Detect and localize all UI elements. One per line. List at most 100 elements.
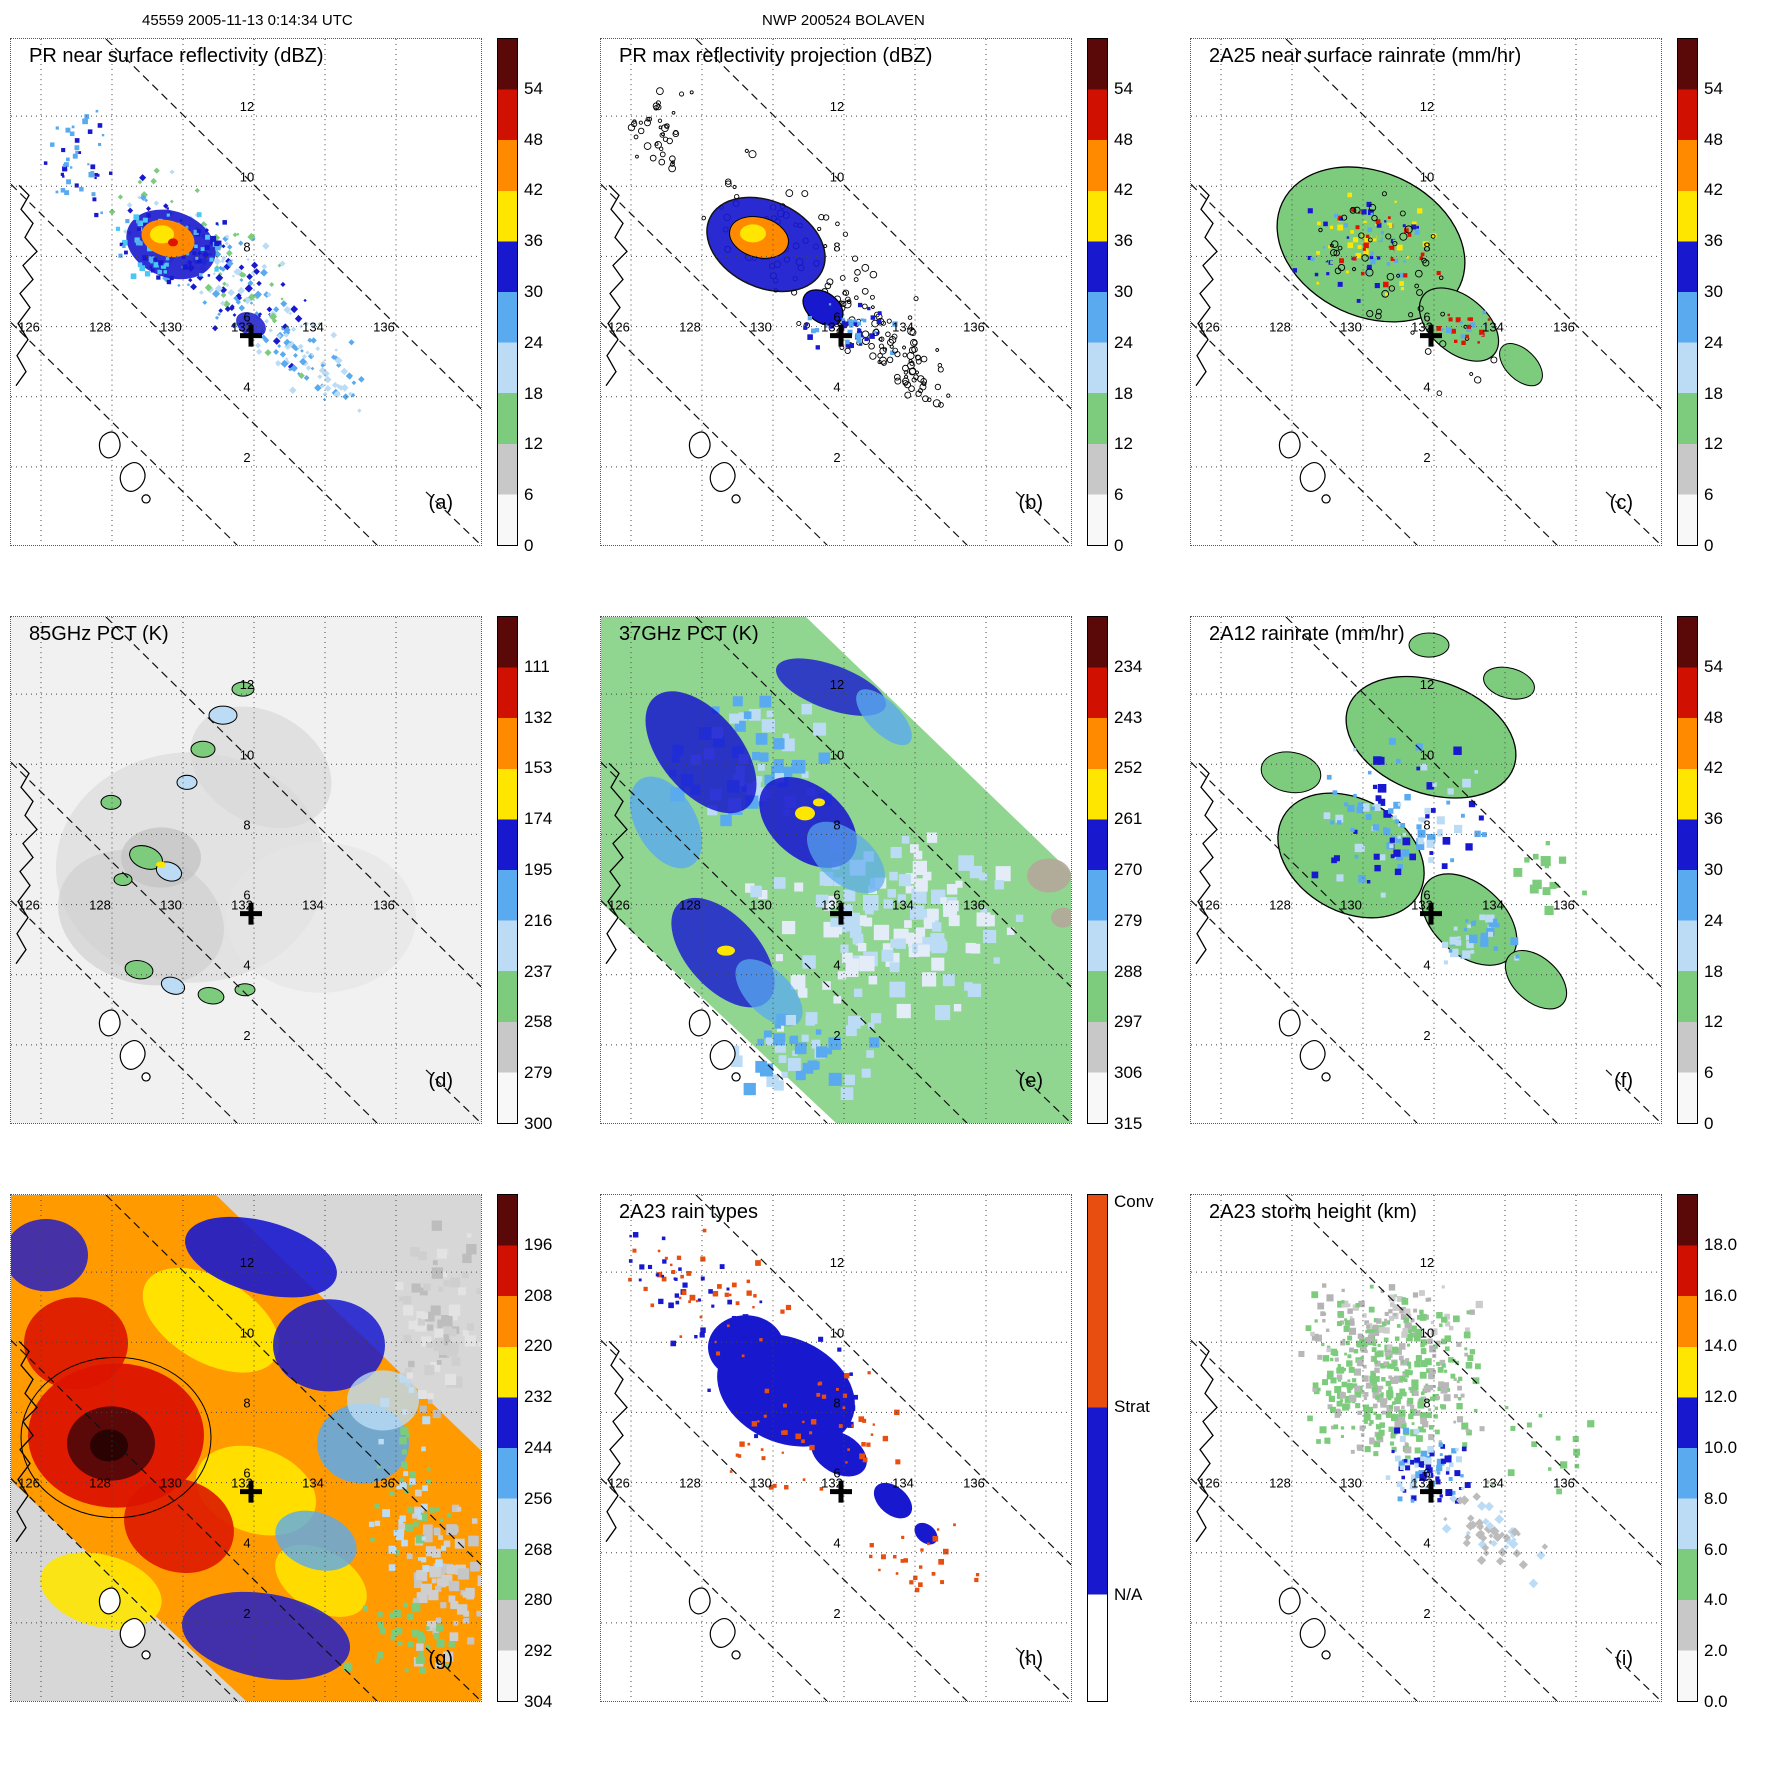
svg-text:12: 12 xyxy=(240,1255,254,1270)
svg-text:8: 8 xyxy=(833,239,840,254)
colorbar-tick: 48 xyxy=(1704,707,1723,727)
map-area-a: 126 128 130 132 134 136 12 10 8 6 4 2 PR near surfa… xyxy=(10,38,482,546)
svg-text:4: 4 xyxy=(833,380,840,395)
colorbar-ticks-e: 234 243 252 261 270 279 288 297 306 315 xyxy=(1114,616,1176,1133)
colorbar-tick: 36 xyxy=(1704,809,1723,829)
svg-text:130: 130 xyxy=(750,320,772,335)
colorbar-tick: 256 xyxy=(524,1488,553,1508)
colorbar-tick: 16.0 xyxy=(1704,1285,1738,1305)
svg-text:130: 130 xyxy=(750,1476,772,1491)
colorbar-tick: 315 xyxy=(1114,1114,1143,1133)
coastline xyxy=(15,184,151,504)
svg-text:8: 8 xyxy=(243,239,250,254)
lat-labels: 12 10 8 6 4 2 xyxy=(1420,1255,1434,1621)
svg-text:2: 2 xyxy=(243,450,250,465)
swath-edge-lines xyxy=(11,39,481,545)
colorbar-tick: 30 xyxy=(524,282,543,301)
colorbar-tick: 30 xyxy=(1704,282,1723,301)
colorbar-c xyxy=(1677,38,1698,546)
svg-text:128: 128 xyxy=(679,320,701,335)
colorbar-tick: 196 xyxy=(524,1234,553,1254)
swath-edge-lines xyxy=(1191,39,1661,545)
svg-text:132: 132 xyxy=(231,1476,253,1491)
colorbar-tick: 18 xyxy=(1704,961,1723,981)
svg-text:126: 126 xyxy=(18,1476,40,1491)
colorbar-tick: 270 xyxy=(1114,860,1143,879)
panel-letter: (e) xyxy=(1018,1070,1043,1092)
colorbar-tick: 153 xyxy=(524,758,553,778)
colorbar-tick: 54 xyxy=(1704,78,1723,98)
colorbar-tick: 42 xyxy=(1114,180,1133,200)
svg-text:126: 126 xyxy=(608,1476,630,1491)
lat-labels: 12 10 8 6 4 2 xyxy=(1420,99,1434,465)
svg-text:2: 2 xyxy=(833,450,840,465)
panel-c: 126 128 130 132 134 136 12 10 8 6 4 2 2A25 near sur… xyxy=(1180,36,1770,614)
colorbar-a xyxy=(497,38,518,546)
svg-text:136: 136 xyxy=(373,1476,395,1491)
storm-center-marker xyxy=(240,324,262,347)
svg-text:8: 8 xyxy=(243,817,250,832)
coastline xyxy=(605,184,741,504)
svg-text:128: 128 xyxy=(679,1476,701,1491)
svg-text:2: 2 xyxy=(243,1606,250,1621)
map-area-g: 126 128 130 132 134 136 12 10 8 6 4 2 (g) xyxy=(10,1194,482,1702)
svg-text:134: 134 xyxy=(892,898,914,913)
panel-e: 126 128 130 132 134 136 12 10 8 6 4 2 37GHz PCT (K)… xyxy=(590,614,1180,1192)
svg-text:6: 6 xyxy=(1423,1466,1430,1481)
svg-text:4: 4 xyxy=(1423,958,1430,973)
colorbar-ticks-f: 54 48 42 36 30 24 18 12 6 0 xyxy=(1704,616,1766,1133)
colorbar-i xyxy=(1677,1194,1698,1702)
map-grid xyxy=(601,1195,1071,1701)
svg-text:4: 4 xyxy=(833,1536,840,1551)
colorbar-tick: 0 xyxy=(1114,536,1124,555)
svg-text:4: 4 xyxy=(1423,1536,1430,1551)
lon-labels: 126 128 130 132 134 136 xyxy=(1198,1476,1575,1491)
svg-text:8: 8 xyxy=(833,1395,840,1410)
map-grid xyxy=(601,617,1071,1123)
svg-text:4: 4 xyxy=(243,958,250,973)
data-field xyxy=(11,1195,481,1701)
colorbar-tick: 243 xyxy=(1114,707,1143,727)
colorbar-tick: 6 xyxy=(1704,1063,1714,1083)
svg-text:12: 12 xyxy=(1420,1255,1434,1270)
svg-text:2: 2 xyxy=(833,1606,840,1621)
svg-text:10: 10 xyxy=(830,747,844,762)
lon-labels: 126 128 130 132 134 136 xyxy=(18,1476,395,1491)
svg-text:2: 2 xyxy=(1423,450,1430,465)
colorbar-tick: 36 xyxy=(1704,231,1723,251)
map-grid xyxy=(11,1195,481,1701)
storm-center-marker xyxy=(240,902,262,925)
panel-letter: (c) xyxy=(1609,492,1633,514)
svg-text:128: 128 xyxy=(1269,1476,1291,1491)
colorbar-tick: 42 xyxy=(1704,180,1723,200)
panel-grid: 126 128 130 132 134 136 12 10 8 6 4 2 PR near surfa… xyxy=(0,36,1771,1770)
svg-text:134: 134 xyxy=(302,320,324,335)
svg-text:6: 6 xyxy=(833,888,840,903)
colorbar-tick: 252 xyxy=(1114,758,1143,778)
colorbar-ticks-c: 54 48 42 36 30 24 18 12 6 0 xyxy=(1704,38,1766,555)
colorbar-tick: 48 xyxy=(524,129,543,149)
panel-letter: (g) xyxy=(428,1648,453,1670)
colorbar-tick: 8.0 xyxy=(1704,1488,1728,1508)
colorbar-g xyxy=(497,1194,518,1702)
colorbar-tick: 195 xyxy=(524,860,553,879)
colorbar-ticks-g: 196 208 220 232 244 256 268 280 292 304 xyxy=(524,1194,586,1711)
svg-text:136: 136 xyxy=(1553,1476,1575,1491)
colorbar-tick: 280 xyxy=(524,1590,553,1610)
data-field xyxy=(43,109,365,413)
coastline xyxy=(605,762,741,1082)
colorbar-tick: 36 xyxy=(1114,231,1133,251)
colorbar-tick: 24 xyxy=(1114,332,1133,352)
lon-labels: 126 128 130 132 134 136 xyxy=(1198,320,1575,335)
colorbar-tick: 208 xyxy=(524,1285,553,1305)
lat-labels: 12 10 8 6 4 2 xyxy=(240,677,254,1043)
colorbar-tick: 6 xyxy=(1704,485,1714,505)
svg-text:128: 128 xyxy=(1269,898,1291,913)
lon-labels: 126 128 130 132 134 136 xyxy=(608,1476,985,1491)
colorbar-tick: 232 xyxy=(524,1387,553,1407)
colorbar-tick: 18 xyxy=(1114,383,1133,403)
swath-edge-lines xyxy=(11,617,481,1123)
svg-text:128: 128 xyxy=(1269,320,1291,335)
panel-d: 126 128 130 132 134 136 12 10 8 6 4 2 85GHz PCT (K)… xyxy=(0,614,590,1192)
swath-edge-lines xyxy=(1191,617,1661,1123)
